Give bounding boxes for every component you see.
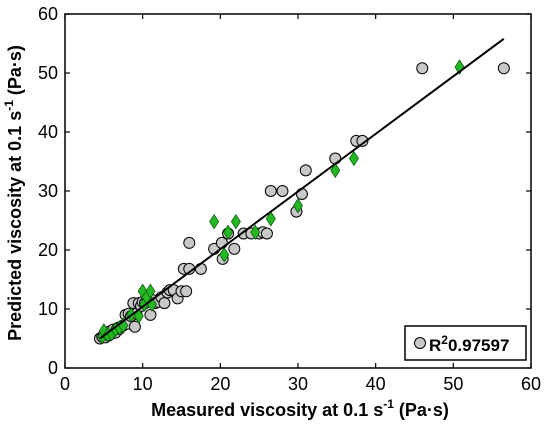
data-point-circle (264, 185, 277, 197)
x-axis-label: Measured viscosity at 0.1 s-1 (Pa·s) (151, 397, 449, 420)
data-point-diamond (230, 213, 241, 230)
data-point-diamond (223, 224, 234, 241)
y-tick-label: 20 (38, 240, 58, 260)
x-tick-label: 10 (133, 374, 153, 394)
legend-label: R20.97597 (429, 333, 509, 355)
circle-series (93, 62, 510, 345)
data-point-diamond (348, 150, 359, 167)
data-point-diamond (250, 224, 261, 241)
data-point-circle (144, 308, 157, 321)
legend: R20.97597 (404, 325, 527, 361)
data-point-diamond (265, 210, 276, 227)
data-point-diamond (219, 246, 230, 263)
data-point-circle (128, 320, 141, 333)
data-point-circle (295, 187, 308, 200)
data-point-diamond (293, 198, 303, 214)
fit-line (99, 37, 505, 340)
y-tick-label: 10 (38, 299, 58, 319)
data-point-diamond (209, 213, 220, 230)
x-tick-label: 40 (366, 374, 386, 394)
data-point-circle (158, 297, 171, 310)
data-point-circle (329, 152, 342, 165)
y-tick-label: 40 (38, 122, 58, 142)
data-point-circle (194, 262, 207, 275)
x-axis-ticks: 0 10 20 30 40 50 60 (60, 14, 541, 394)
data-point-circle (180, 285, 193, 298)
y-tick-label: 50 (38, 63, 58, 83)
data-point-circle (497, 62, 510, 75)
data-point-circle (299, 164, 312, 177)
x-tick-label: 0 (60, 374, 70, 394)
data-point-diamond (145, 283, 156, 300)
x-tick-label: 50 (443, 374, 463, 394)
legend-circle-marker (414, 337, 426, 349)
diamond-series (97, 59, 465, 345)
y-axis-ticks: 0 10 20 30 40 50 60 (38, 4, 531, 378)
data-point-circle (228, 242, 241, 255)
data-point-circle (260, 227, 273, 240)
y-tick-label: 0 (48, 358, 58, 378)
y-tick-label: 60 (38, 4, 58, 24)
x-tick-label: 30 (288, 374, 308, 394)
y-axis-label: Predicted viscosity at 0.1 s-1 (Pa·s) (2, 45, 25, 341)
data-point-diamond (330, 162, 341, 179)
data-point-circle (183, 236, 196, 249)
data-point-circle (356, 134, 369, 147)
data-point-circle (416, 62, 429, 75)
x-tick-label: 60 (521, 374, 541, 394)
data-point-circle (276, 185, 289, 197)
y-tick-label: 30 (38, 181, 58, 201)
x-tick-label: 20 (210, 374, 230, 394)
